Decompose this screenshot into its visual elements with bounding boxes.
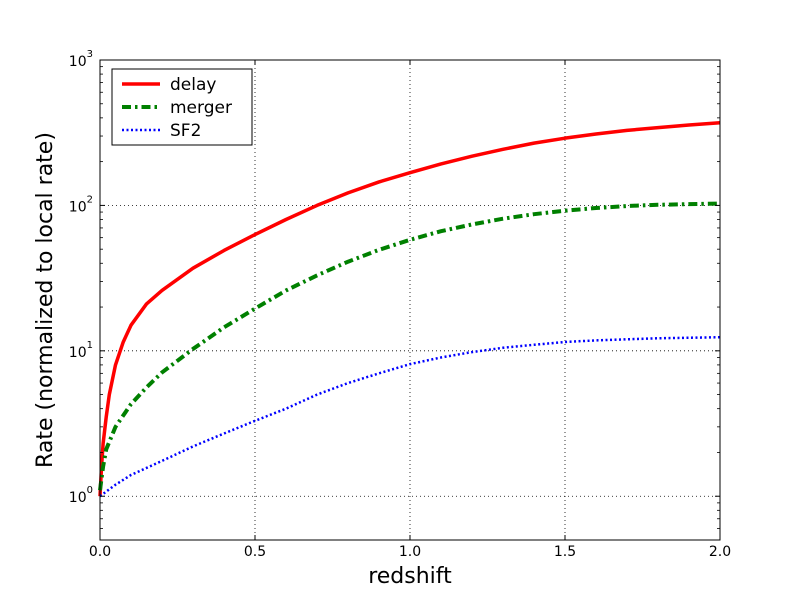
series-line-sf2 (99, 335, 721, 498)
series-line-merger (98, 201, 721, 491)
x-tick-label: 1.5 (554, 544, 576, 560)
y-tick-label: 101 (69, 340, 93, 361)
y-tick-label: 102 (69, 194, 93, 215)
y-axis-label: Rate (normalized to local rate) (33, 132, 58, 468)
legend-label-delay: delay (170, 75, 216, 95)
axis-ticks: 0.0 0.5 1.0 1.5 2.0 100 101 102 103 (69, 49, 731, 560)
x-tick-label: 0.5 (244, 544, 266, 560)
series-line-delay (98, 121, 721, 497)
series-lines (98, 121, 721, 498)
x-tick-label: 0.0 (89, 544, 111, 560)
x-tick-label: 2.0 (709, 544, 731, 560)
legend-label-sf2: SF2 (170, 121, 201, 141)
y-tick-label: 100 (69, 485, 93, 506)
y-tick-label: 103 (69, 49, 93, 70)
legend: delay merger SF2 (111, 68, 253, 146)
x-axis-label: redshift (368, 564, 452, 589)
x-tick-label: 1.0 (399, 544, 421, 560)
legend-label-merger: merger (170, 98, 232, 118)
